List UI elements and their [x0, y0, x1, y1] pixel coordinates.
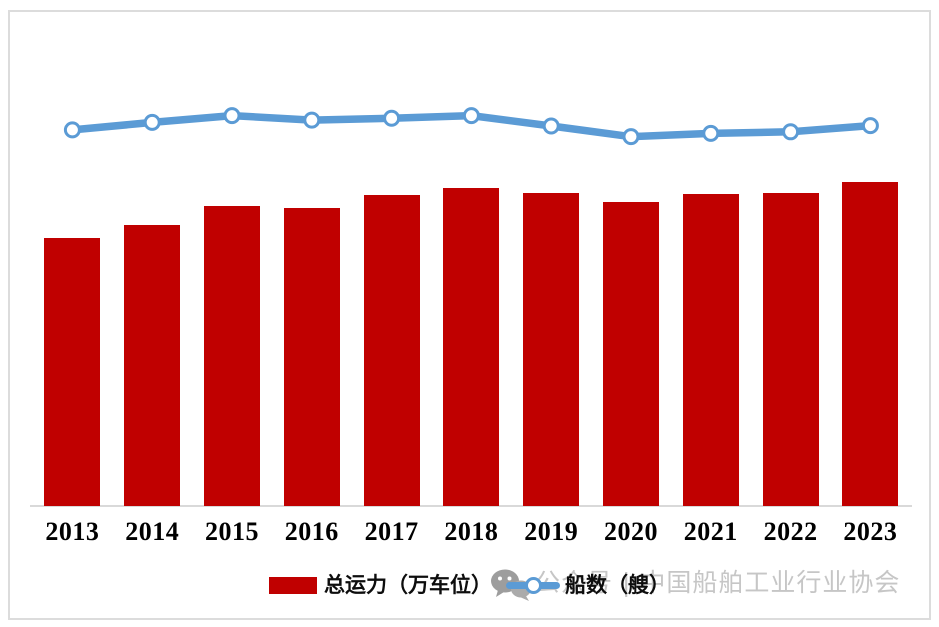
x-axis-line [30, 505, 912, 507]
bar-2015 [204, 205, 260, 506]
bar-2021 [682, 193, 739, 506]
ships-marker-2016 [303, 111, 321, 129]
ships-marker-2019 [542, 117, 560, 135]
x-tick-2022: 2022 [763, 517, 818, 546]
bar-2013 [44, 237, 101, 506]
ships-marker-2014 [143, 113, 161, 131]
ships-marker-2021 [702, 124, 720, 142]
ships-marker-2018 [462, 107, 480, 125]
x-tick-2016: 2016 [284, 517, 339, 546]
ships-marker-2022 [782, 123, 800, 141]
legend-line-marker-icon [525, 577, 542, 594]
x-tick-2023: 2023 [843, 517, 898, 546]
legend: 总运力（万车位） 船数（艘） [0, 570, 939, 600]
bar-2020 [603, 202, 659, 506]
bar-2014 [124, 225, 181, 506]
ships-marker-2020 [622, 128, 640, 146]
x-tick-2015: 2015 [204, 517, 259, 546]
x-tick-2014: 2014 [125, 517, 180, 546]
ships-marker-2015 [223, 107, 241, 125]
bar-2016 [283, 207, 340, 506]
x-tick-2013: 2013 [45, 517, 100, 546]
watermark-text: 公众号 | 中国船舶工业行业协会 [535, 568, 901, 597]
legend-line-swatch [506, 572, 560, 598]
x-tick-2017: 2017 [364, 517, 419, 546]
bar-2023 [842, 182, 899, 506]
bar-2022 [762, 192, 819, 506]
bar-2017 [363, 194, 420, 506]
ships-marker-2023 [861, 117, 879, 135]
legend-label-ships: 船数（艘） [565, 573, 670, 597]
x-tick-2019: 2019 [524, 517, 579, 546]
legend-bar-swatch [269, 576, 317, 594]
bar-2019 [523, 192, 580, 506]
x-tick-2018: 2018 [444, 517, 499, 546]
ships-marker-2013 [63, 121, 81, 139]
ships-line [68, 111, 875, 141]
ships-marker-2017 [383, 109, 401, 127]
legend-label-capacity: 总运力（万车位） [324, 573, 492, 597]
x-tick-2020: 2020 [603, 517, 658, 546]
x-tick-2021: 2021 [683, 517, 738, 546]
watermark: 公众号 | 中国船舶工业行业协会 [490, 563, 901, 601]
bar-2018 [443, 188, 500, 506]
